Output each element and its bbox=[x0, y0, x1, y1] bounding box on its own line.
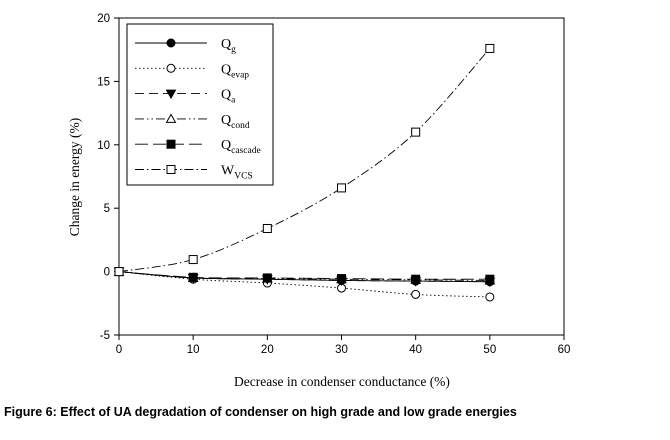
line-chart: 0 10 20 30 40 50 60 -5 0 5 10 15 20 QgQevapQaQcondQc… bbox=[67, 13, 570, 389]
x-tick-label: 50 bbox=[483, 344, 496, 356]
legend-marker bbox=[166, 38, 176, 48]
data-point bbox=[411, 289, 421, 299]
legend-label-subscript: cond bbox=[231, 121, 250, 131]
x-tick-label: 0 bbox=[116, 344, 122, 356]
y-axis-label: Change in energy (%) bbox=[67, 118, 82, 237]
x-tick-label: 60 bbox=[558, 344, 571, 356]
legend-label-subscript: cascade bbox=[231, 146, 261, 156]
y-tick-label: 15 bbox=[97, 76, 110, 88]
data-point bbox=[114, 267, 124, 277]
series-q-evap bbox=[114, 267, 495, 302]
figure-caption: Figure 6: Effect of UA degradation of co… bbox=[4, 405, 517, 419]
legend-box bbox=[126, 23, 274, 186]
series-line bbox=[118, 271, 490, 298]
legend-marker bbox=[165, 113, 177, 123]
data-point bbox=[485, 43, 495, 53]
data-point bbox=[262, 273, 272, 283]
data-point bbox=[411, 127, 421, 137]
x-tick-label: 30 bbox=[335, 344, 348, 356]
axes: 0 10 20 30 40 50 60 -5 0 5 10 15 20 bbox=[97, 13, 570, 356]
data-point bbox=[337, 274, 346, 284]
legend-label-subscript: a bbox=[231, 96, 236, 106]
data-point bbox=[262, 223, 272, 233]
x-tick-label: 40 bbox=[409, 344, 422, 356]
x-tick-label: 10 bbox=[187, 344, 200, 356]
legend-marker bbox=[166, 165, 176, 174]
data-point bbox=[337, 183, 346, 193]
data-point bbox=[485, 292, 495, 302]
y-tick-label: 20 bbox=[97, 13, 110, 25]
series-line bbox=[118, 271, 490, 281]
y-tick-label: 5 bbox=[104, 203, 110, 215]
y-tick-label: 0 bbox=[104, 267, 110, 279]
data-point bbox=[485, 274, 495, 284]
legend-label-subscript: g bbox=[231, 45, 236, 55]
data-point bbox=[188, 272, 198, 282]
legend-marker bbox=[166, 139, 176, 149]
data-point bbox=[188, 255, 198, 265]
x-axis-label: Decrease in condenser conductance (%) bbox=[234, 374, 450, 389]
y-tick-label: 10 bbox=[97, 140, 110, 152]
series-q-g bbox=[114, 267, 495, 287]
series-line bbox=[118, 271, 490, 283]
series-w-vcs bbox=[114, 43, 495, 277]
legend-label-subscript: VCS bbox=[234, 172, 252, 182]
series-layer bbox=[113, 43, 496, 302]
x-tick-label: 20 bbox=[261, 344, 274, 356]
legend-marker bbox=[165, 89, 177, 100]
legend-marker bbox=[166, 63, 176, 73]
data-point bbox=[411, 274, 421, 284]
legend-label-subscript: evap bbox=[231, 70, 249, 80]
series-line bbox=[118, 271, 490, 280]
y-tick-label: -5 bbox=[100, 330, 110, 342]
